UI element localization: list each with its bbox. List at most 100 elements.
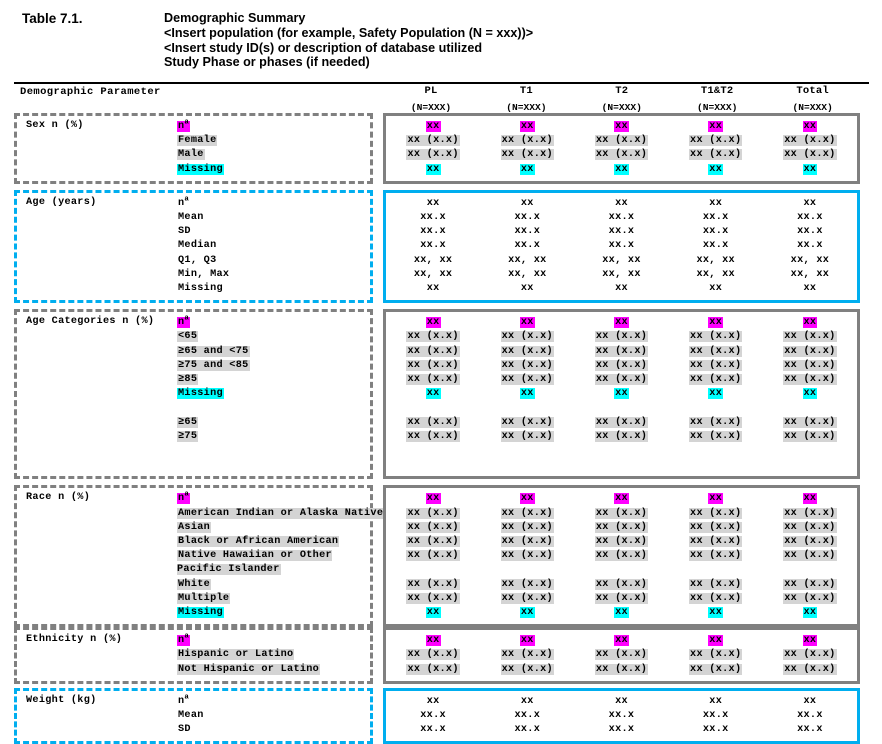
cell-value: xx (x.x)	[406, 331, 460, 343]
row-label-text: ≥85	[177, 373, 199, 385]
cell-total: xx (x.x)	[763, 592, 857, 606]
cell-t1: xx (x.x)	[480, 592, 574, 606]
cell-total: xx, xx	[763, 254, 857, 268]
cell-value: xx (x.x)	[594, 649, 649, 661]
row-label-text: ≥65 and <75	[177, 345, 250, 357]
cell-value: xx.x	[702, 211, 729, 223]
cell-value: xx	[708, 493, 724, 505]
row-label-text: na	[177, 118, 191, 132]
cell-total: xx.x	[763, 723, 857, 737]
footnote-marker: a	[184, 118, 190, 127]
section-title-age-categories: Age Categories n (%)	[26, 316, 155, 328]
cell-value: xx (x.x)	[783, 416, 837, 428]
cell-value: xx	[519, 317, 535, 329]
cell-value: xx.x	[514, 240, 541, 252]
cell-t1-t2: xx (x.x)	[669, 134, 763, 148]
cell-t1-t2: xx.x	[669, 709, 763, 723]
cell-value: xx.x	[608, 211, 635, 223]
row-label: na	[177, 314, 250, 330]
cell-value: xx (x.x)	[689, 521, 743, 533]
row-label: American Indian or Alaska Native	[177, 507, 385, 521]
row-label: SD	[177, 225, 230, 239]
row-label: ≥65	[177, 416, 250, 430]
cell-value: xx	[614, 606, 629, 618]
cell-t1-t2: xx	[669, 387, 763, 401]
cell-pl: xx (x.x)	[386, 578, 480, 592]
cell-value: xx, xx	[413, 254, 453, 266]
cell-pl: xx (x.x)	[386, 416, 480, 430]
table-row-spacer	[386, 401, 857, 415]
cell-value: xx	[709, 695, 723, 707]
cell-t1-t2: xx (x.x)	[669, 416, 763, 430]
row-label: Missing	[177, 282, 230, 296]
header-parameter-label: Demographic Parameter	[20, 86, 161, 98]
cell-total: xx (x.x)	[763, 148, 857, 162]
label-list: na <65 ≥65 and <75 ≥75 and <85 ≥85 Missing ≥65…	[177, 314, 250, 472]
row-label: Mean	[177, 211, 230, 225]
cell-pl: xx (x.x)	[386, 330, 480, 344]
cell-t1-t2: xx (x.x)	[669, 430, 763, 444]
cell-t2: xx.x	[574, 709, 668, 723]
row-label: Mean	[177, 709, 205, 723]
table-row: xx xx xx xx xx	[386, 282, 857, 296]
cell-value: xx	[426, 197, 440, 209]
cell-value: xx (x.x)	[500, 521, 554, 533]
cell-value: xx	[802, 606, 818, 618]
section-title-ethnicity: Ethnicity n (%)	[26, 634, 123, 646]
cell-t1-t2: xx (x.x)	[669, 373, 763, 387]
cell-total: xx (x.x)	[763, 373, 857, 387]
footnote-marker: a	[184, 195, 190, 204]
cell-t2: xx (x.x)	[574, 592, 668, 606]
cell-total: xx (x.x)	[763, 134, 857, 148]
cell-pl: xx.x	[386, 225, 480, 239]
cell-value: xx	[425, 317, 441, 329]
cell-total: xx, xx	[763, 268, 857, 282]
cell-value: xx (x.x)	[783, 521, 837, 533]
cell-value: xx (x.x)	[406, 592, 460, 604]
row-label-text: ≥75	[177, 430, 199, 442]
data-box-weight: xx xx xx xx xx xx.x xx.x xx.x xx.x xx.x xx.x xx.x xx…	[383, 687, 860, 744]
cell-value: xx (x.x)	[689, 149, 743, 161]
column-header-count: (N=XXX)	[792, 102, 833, 113]
row-label-text: Missing	[177, 606, 224, 618]
cell-value: xx (x.x)	[500, 373, 554, 385]
column-header-t1: T1 (N=XXX)	[478, 85, 574, 113]
cell-t1: xx	[480, 197, 574, 211]
cell-value: xx (x.x)	[689, 416, 743, 428]
cell-value: xx.x	[608, 709, 635, 721]
table-row: xx xx xx xx xx	[386, 120, 857, 134]
cell-total: xx (x.x)	[763, 663, 857, 677]
cell-pl: xx, xx	[386, 268, 480, 282]
cell-t2: xx.x	[574, 239, 668, 253]
label-box-age-categories: Age Categories n (%) na <65 ≥65 and <75 ≥75 …	[14, 309, 373, 480]
cell-value: xx	[519, 635, 535, 647]
cell-t2: xx	[574, 120, 668, 134]
row-label-text: ≥75 and <85	[177, 359, 250, 371]
cell-value: xx (x.x)	[594, 331, 649, 343]
cell-value: xx.x	[514, 226, 541, 238]
cell-value: xx (x.x)	[500, 345, 554, 357]
column-header-count: (N=XXX)	[410, 102, 452, 113]
table-row: xx (x.x) xx (x.x) xx (x.x) xx (x.x) xx (x.x)	[386, 345, 857, 359]
cell-value: xx (x.x)	[406, 507, 460, 519]
cell-value: xx (x.x)	[406, 149, 460, 161]
table-row: xx (x.x) xx (x.x) xx (x.x) xx (x.x) xx (x.x)	[386, 430, 857, 444]
column-header-row: Demographic Parameter PL (N=XXX) T1 (N=XXX)…	[0, 84, 882, 113]
cell-t1: xx	[480, 695, 574, 709]
table-row: xx (x.x) xx (x.x) xx (x.x) xx (x.x) xx (x.x)	[386, 134, 857, 148]
cell-t1-t2: xx (x.x)	[669, 578, 763, 592]
cell-pl: xx	[386, 282, 480, 296]
cell-value: xx.x	[608, 226, 635, 238]
cell-value: xx.x	[797, 709, 823, 721]
cell-total: xx (x.x)	[763, 359, 857, 373]
table-row: xx xx xx xx xx	[386, 492, 857, 506]
column-header-t2: T2 (N=XXX)	[574, 85, 670, 113]
footnote-marker: a	[184, 314, 190, 323]
row-label-text: SD	[178, 226, 191, 238]
cell-t1: xx	[480, 316, 574, 330]
cell-t1: xx (x.x)	[480, 535, 574, 549]
row-label-text: American Indian or Alaska Native	[177, 507, 385, 519]
cell-value: xx (x.x)	[500, 331, 554, 343]
cell-value: xx	[425, 163, 441, 175]
cell-value: xx	[426, 282, 440, 294]
